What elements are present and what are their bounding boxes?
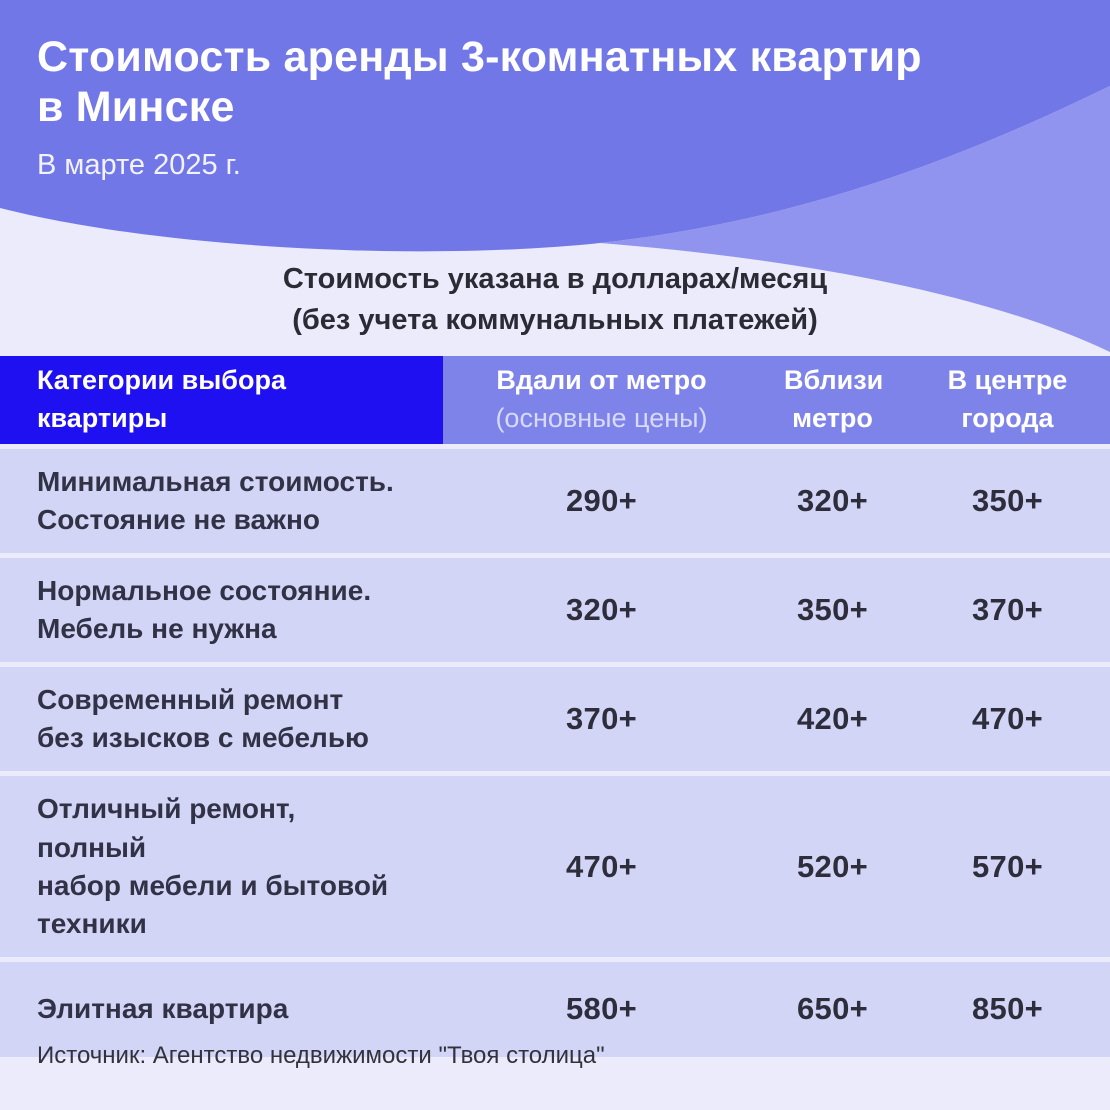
price-value: 350+ bbox=[971, 483, 1044, 519]
price-value: 370+ bbox=[565, 701, 638, 737]
row-category-line: техники bbox=[37, 907, 147, 939]
price-note-line-1: Стоимость указана в долларах/месяц bbox=[282, 263, 828, 295]
page-subtitle: В марте 2025 г. bbox=[37, 148, 241, 181]
price-value: 320+ bbox=[565, 592, 638, 628]
column-header-far-label: Вдали от метро bbox=[496, 365, 707, 396]
page-title-line-1: Стоимость аренды 3-комнатных квартир bbox=[37, 33, 922, 81]
row-category: Отличный ремонт, полный набор мебели и б… bbox=[0, 776, 443, 956]
table-row-elite: Элитная квартира 580+ 650+ 850+ bbox=[0, 961, 1110, 1057]
price-value: 470+ bbox=[971, 701, 1044, 737]
page-title-line-2: в Минске bbox=[37, 83, 235, 132]
price-value: 290+ bbox=[565, 483, 638, 519]
table-row-modern: Современный ремонт без изысков с мебелью… bbox=[0, 667, 1110, 772]
row-category: Минимальная стоимость. Состояние не важн… bbox=[0, 449, 443, 553]
price-value: 570+ bbox=[971, 848, 1044, 884]
price-value: 470+ bbox=[565, 848, 638, 884]
column-header-far-sublabel: (основные цены) bbox=[495, 403, 708, 433]
row-category-line: Мебель не нужна bbox=[37, 613, 277, 645]
row-category-line: Минимальная стоимость. bbox=[37, 466, 394, 497]
price-value: 420+ bbox=[796, 701, 869, 737]
corner-header-categories: Категории выбора квартиры bbox=[0, 356, 443, 444]
price-value: 580+ bbox=[565, 991, 638, 1027]
table-row-excellent: Отличный ремонт, полный набор мебели и б… bbox=[0, 776, 1110, 957]
row-category: Элитная квартира bbox=[0, 962, 443, 1057]
row-category-line: набор мебели и бытовой bbox=[37, 869, 389, 901]
page-title: Стоимость аренды 3-комнатных квартир в М… bbox=[37, 32, 922, 133]
row-category-line: без изысков с мебелью bbox=[37, 722, 369, 754]
hero-section: Стоимость аренды 3-комнатных квартир в М… bbox=[0, 0, 1110, 360]
row-category-line: Современный ремонт bbox=[37, 684, 344, 716]
wave-background-graphic bbox=[0, 0, 1110, 352]
price-value: 650+ bbox=[796, 991, 869, 1027]
table-row-normal: Нормальное состояние. Мебель не нужна 32… bbox=[0, 558, 1110, 663]
row-category: Современный ремонт без изысков с мебелью bbox=[0, 667, 443, 771]
hero-text-block: Стоимость аренды 3-комнатных квартир в М… bbox=[37, 32, 922, 182]
price-value: 850+ bbox=[971, 991, 1044, 1027]
row-category: Нормальное состояние. Мебель не нужна bbox=[0, 558, 443, 662]
row-category-line: Нормальное состояние. bbox=[37, 575, 372, 607]
price-note-line-2: (без учета коммунальных платежей) bbox=[292, 303, 818, 336]
column-header-city-center: В центре города bbox=[947, 365, 1068, 433]
column-header-near-metro: Вблизи метро bbox=[784, 365, 884, 433]
corner-header-line-2: квартиры bbox=[37, 403, 168, 433]
price-table: Категории выбора квартиры Вдали от метро… bbox=[0, 356, 1110, 1057]
corner-header-line-1: Категории выбора bbox=[37, 365, 286, 396]
price-value: 320+ bbox=[796, 483, 869, 519]
row-category-line: Элитная квартира bbox=[37, 993, 289, 1025]
row-category-line: Состояние не важно bbox=[37, 504, 320, 536]
price-value: 520+ bbox=[796, 848, 869, 884]
column-header-far-from-metro: Вдали от метро (основные цены) bbox=[443, 356, 760, 444]
table-row-minimal: Минимальная стоимость. Состояние не важн… bbox=[0, 449, 1110, 554]
source-note: Источник: Агентство недвижимости "Твоя с… bbox=[37, 1042, 605, 1069]
table-header-row: Категории выбора квартиры Вдали от метро… bbox=[0, 356, 1110, 444]
price-value: 370+ bbox=[971, 592, 1044, 628]
row-category-line: Отличный ремонт, полный bbox=[37, 793, 296, 863]
price-value: 350+ bbox=[796, 592, 869, 628]
price-note: Стоимость указана в долларах/месяц (без … bbox=[0, 259, 1110, 340]
